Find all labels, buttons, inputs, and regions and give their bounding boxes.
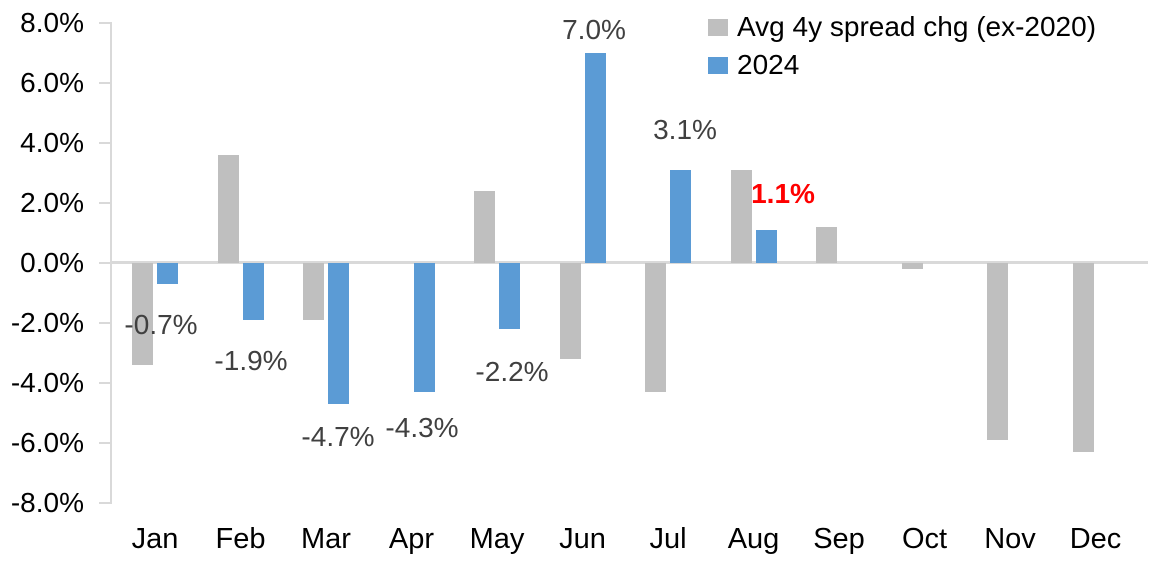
y-axis-tick: [99, 322, 112, 324]
y-axis-label: -8.0%: [10, 487, 84, 518]
legend-swatch-2024: [708, 56, 728, 74]
y-axis-label: 4.0%: [20, 127, 84, 158]
y-axis-tick: [99, 202, 112, 204]
bar-avg-nov: [987, 263, 1008, 440]
bar-avg-oct: [901, 263, 923, 269]
x-label-sep: Sep: [813, 523, 865, 555]
legend-label-avg-spread: Avg 4y spread chg (ex-2020): [737, 11, 1097, 42]
data-label-jul: 3.1%: [653, 114, 717, 145]
bar-2024-may: [499, 263, 520, 329]
bar-avg-sep: [816, 227, 837, 263]
x-label-may: May: [469, 523, 525, 555]
y-axis-label: -6.0%: [10, 427, 84, 458]
bar-avg-may: [474, 191, 495, 263]
data-label-feb: -1.9%: [214, 345, 288, 376]
y-axis-label: 6.0%: [20, 67, 84, 98]
bar-avg-aug: [730, 170, 752, 263]
x-label-mar: Mar: [301, 523, 351, 555]
bar-2024-aug: [755, 230, 777, 263]
y-axis-label: 0.0%: [20, 247, 84, 278]
bar-avg-jul: [645, 263, 666, 392]
data-label-aug: 1.1%: [751, 178, 815, 209]
x-label-dec: Dec: [1069, 523, 1122, 555]
bar-avg-jun: [559, 263, 581, 359]
bar-2024-apr: [413, 263, 435, 392]
bar-2024-jul: [670, 170, 691, 263]
data-label-may: -2.2%: [475, 356, 549, 387]
x-label-nov: Nov: [984, 523, 1036, 555]
data-label-apr: -4.3%: [385, 412, 459, 443]
bar-avg-mar: [303, 263, 324, 320]
bar-2024-feb: [242, 263, 264, 320]
y-axis-tick: [99, 382, 112, 384]
x-label-aug: Aug: [727, 523, 780, 555]
legend-item-2024: 2024: [708, 46, 1096, 84]
x-label-feb: Feb: [215, 523, 266, 555]
legend-label-2024: 2024: [737, 49, 800, 80]
legend-item-avg-spread: Avg 4y spread chg (ex-2020): [708, 8, 1096, 46]
legend-swatch-avg-spread: [708, 18, 728, 36]
y-axis-tick: [99, 502, 112, 504]
data-label-jan: -0.7%: [124, 309, 198, 340]
legend: Avg 4y spread chg (ex-2020) 2024: [708, 8, 1096, 84]
x-label-oct: Oct: [901, 523, 948, 555]
x-label-jan: Jan: [131, 523, 179, 555]
y-axis-tick: [99, 142, 112, 144]
y-axis-label: 8.0%: [20, 7, 84, 38]
bar-2024-jan: [157, 263, 178, 284]
y-axis-label: -2.0%: [10, 307, 84, 338]
bar-avg-jan: [132, 263, 153, 365]
bar-avg-dec: [1072, 263, 1094, 452]
y-axis-label: 2.0%: [20, 187, 84, 218]
data-label-mar: -4.7%: [301, 421, 375, 452]
y-axis-tick: [99, 82, 112, 84]
y-axis-tick: [99, 262, 112, 264]
y-axis-tick: [99, 22, 112, 24]
bar-avg-feb: [217, 155, 239, 263]
data-label-jun: 7.0%: [562, 14, 626, 45]
bar-2024-mar: [328, 263, 349, 404]
bar-2024-jun: [584, 53, 606, 263]
y-axis-tick: [99, 442, 112, 444]
x-label-apr: Apr: [388, 523, 435, 555]
x-label-jun: Jun: [559, 523, 606, 555]
y-axis-label: -4.0%: [10, 367, 84, 398]
x-label-jul: Jul: [649, 523, 687, 555]
x-axis-zero-line: [111, 261, 1148, 264]
